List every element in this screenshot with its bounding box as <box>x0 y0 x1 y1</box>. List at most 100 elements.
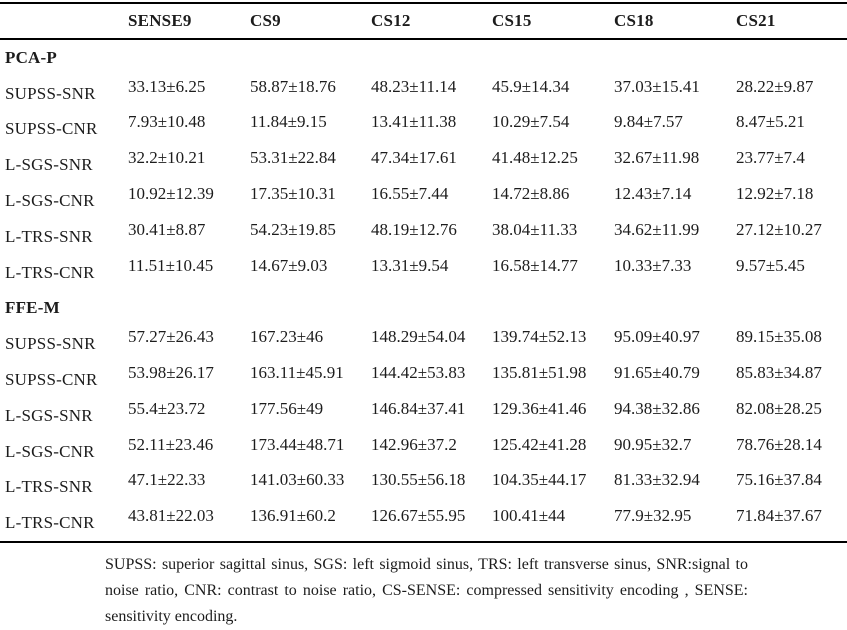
table-row: L-SGS-SNR 55.4±23.72 177.56±49 146.84±37… <box>0 398 847 434</box>
data-cell: 85.83±34.87 <box>736 363 822 383</box>
data-cell: 38.04±11.33 <box>492 219 578 239</box>
data-cell: 177.56±49 <box>250 398 324 418</box>
data-cell: 10.92±12.39 <box>128 184 214 204</box>
data-cell: 10.33±7.33 <box>614 255 692 275</box>
data-cell: 10.29±7.54 <box>492 112 570 132</box>
data-cell: 27.12±10.27 <box>736 219 822 239</box>
data-cell: 32.2±10.21 <box>128 148 206 168</box>
table-row: SUPSS-SNR 57.27±26.43 167.23±46 148.29±5… <box>0 326 847 362</box>
row-label: L-SGS-SNR <box>5 405 93 425</box>
column-header: CS15 <box>487 3 609 40</box>
table-row: L-TRS-SNR 47.1±22.33 141.03±60.33 130.55… <box>0 470 847 506</box>
column-header: SENSE9 <box>123 3 245 40</box>
row-label: L-SGS-CNR <box>5 191 95 211</box>
data-cell: 12.43±7.14 <box>614 184 692 204</box>
data-cell: 82.08±28.25 <box>736 398 822 418</box>
data-cell: 142.96±37.2 <box>371 434 457 454</box>
table-row: SUPSS-CNR 53.98±26.17 163.11±45.91 144.4… <box>0 362 847 398</box>
data-cell: 91.65±40.79 <box>614 363 700 383</box>
data-cell: 53.98±26.17 <box>128 363 214 383</box>
data-cell: 89.15±35.08 <box>736 327 822 347</box>
data-cell: 16.58±14.77 <box>492 255 578 275</box>
corner-cell <box>0 3 123 40</box>
row-label: L-TRS-CNR <box>5 262 95 282</box>
table-row: SUPSS-CNR 7.93±10.48 11.84±9.15 13.41±11… <box>0 112 847 148</box>
data-cell: 144.42±53.83 <box>371 363 466 383</box>
section-header: PCA-P <box>5 47 57 67</box>
data-cell: 90.95±32.7 <box>614 434 692 454</box>
data-cell: 41.48±12.25 <box>492 148 578 168</box>
data-cell: 17.35±10.31 <box>250 184 336 204</box>
data-cell: 94.38±32.86 <box>614 398 700 418</box>
data-cell: 52.11±23.46 <box>128 434 214 454</box>
table-row: L-TRS-SNR 30.41±8.87 54.23±19.85 48.19±1… <box>0 219 847 255</box>
data-cell: 139.74±52.13 <box>492 327 587 347</box>
data-cell: 125.42±41.28 <box>492 434 587 454</box>
data-cell: 8.47±5.21 <box>736 112 805 132</box>
data-cell: 32.67±11.98 <box>614 148 700 168</box>
data-cell: 54.23±19.85 <box>250 219 336 239</box>
data-cell: 130.55±56.18 <box>371 470 466 490</box>
data-cell: 9.84±7.57 <box>614 112 683 132</box>
table-row: L-TRS-CNR 11.51±10.45 14.67±9.03 13.31±9… <box>0 255 847 291</box>
section-header-row: PCA-P <box>0 39 847 76</box>
table-row: L-SGS-CNR 52.11±23.46 173.44±48.71 142.9… <box>0 434 847 470</box>
row-label: L-SGS-CNR <box>5 441 95 461</box>
row-label: L-TRS-SNR <box>5 226 93 246</box>
row-label: SUPSS-SNR <box>5 334 96 354</box>
data-cell: 104.35±44.17 <box>492 470 587 490</box>
data-cell: 16.55±7.44 <box>371 184 449 204</box>
row-label: L-TRS-SNR <box>5 477 93 497</box>
data-cell: 55.4±23.72 <box>128 398 206 418</box>
data-cell: 47.34±17.61 <box>371 148 457 168</box>
data-cell: 37.03±15.41 <box>614 76 700 96</box>
data-cell: 33.13±6.25 <box>128 76 206 96</box>
column-header: CS18 <box>609 3 731 40</box>
data-cell: 48.19±12.76 <box>371 219 457 239</box>
data-cell: 141.03±60.33 <box>250 470 345 490</box>
footnote-line: sensitivity encoding. <box>105 608 238 626</box>
row-label: L-SGS-SNR <box>5 155 93 175</box>
table-row: L-SGS-SNR 32.2±10.21 53.31±22.84 47.34±1… <box>0 147 847 183</box>
row-label: SUPSS-CNR <box>5 370 98 390</box>
row-label: L-TRS-CNR <box>5 513 95 533</box>
data-cell: 71.84±37.67 <box>736 506 822 526</box>
table-row: SUPSS-SNR 33.13±6.25 58.87±18.76 48.23±1… <box>0 76 847 112</box>
data-cell: 45.9±14.34 <box>492 76 570 96</box>
data-cell: 136.91±60.2 <box>250 506 336 526</box>
data-cell: 14.72±8.86 <box>492 184 570 204</box>
data-cell: 95.09±40.97 <box>614 327 700 347</box>
results-table: SENSE9 CS9 CS12 CS15 CS18 CS21 PCA-P SUP… <box>0 2 847 544</box>
data-cell: 81.33±32.94 <box>614 470 700 490</box>
data-cell: 77.9±32.95 <box>614 506 692 526</box>
table-row: L-TRS-CNR 43.81±22.03 136.91±60.2 126.67… <box>0 505 847 542</box>
data-cell: 78.76±28.14 <box>736 434 822 454</box>
data-cell: 11.84±9.15 <box>250 112 327 132</box>
row-label: SUPSS-CNR <box>5 119 98 139</box>
table-footnote: SUPSS: superior sagittal sinus, SGS: lef… <box>105 552 748 630</box>
data-cell: 167.23±46 <box>250 327 324 347</box>
row-label: SUPSS-SNR <box>5 83 96 103</box>
data-cell: 48.23±11.14 <box>371 76 457 96</box>
data-cell: 100.41±44 <box>492 506 566 526</box>
column-header: CS12 <box>366 3 487 40</box>
data-cell: 173.44±48.71 <box>250 434 345 454</box>
data-cell: 135.81±51.98 <box>492 363 587 383</box>
data-cell: 58.87±18.76 <box>250 76 336 96</box>
data-cell: 28.22±9.87 <box>736 76 814 96</box>
data-cell: 146.84±37.41 <box>371 398 466 418</box>
data-cell: 47.1±22.33 <box>128 470 206 490</box>
data-cell: 126.67±55.95 <box>371 506 466 526</box>
header-row: SENSE9 CS9 CS12 CS15 CS18 CS21 <box>0 3 847 40</box>
data-cell: 7.93±10.48 <box>128 112 206 132</box>
data-cell: 53.31±22.84 <box>250 148 336 168</box>
footnote-line: noise ratio, CNR: contrast to noise rati… <box>105 582 748 600</box>
column-header: CS9 <box>245 3 366 40</box>
data-cell: 12.92±7.18 <box>736 184 814 204</box>
data-cell: 57.27±26.43 <box>128 327 214 347</box>
column-header: CS21 <box>731 3 847 40</box>
data-cell: 43.81±22.03 <box>128 506 214 526</box>
data-cell: 23.77±7.4 <box>736 148 805 168</box>
table-row: L-SGS-CNR 10.92±12.39 17.35±10.31 16.55±… <box>0 183 847 219</box>
